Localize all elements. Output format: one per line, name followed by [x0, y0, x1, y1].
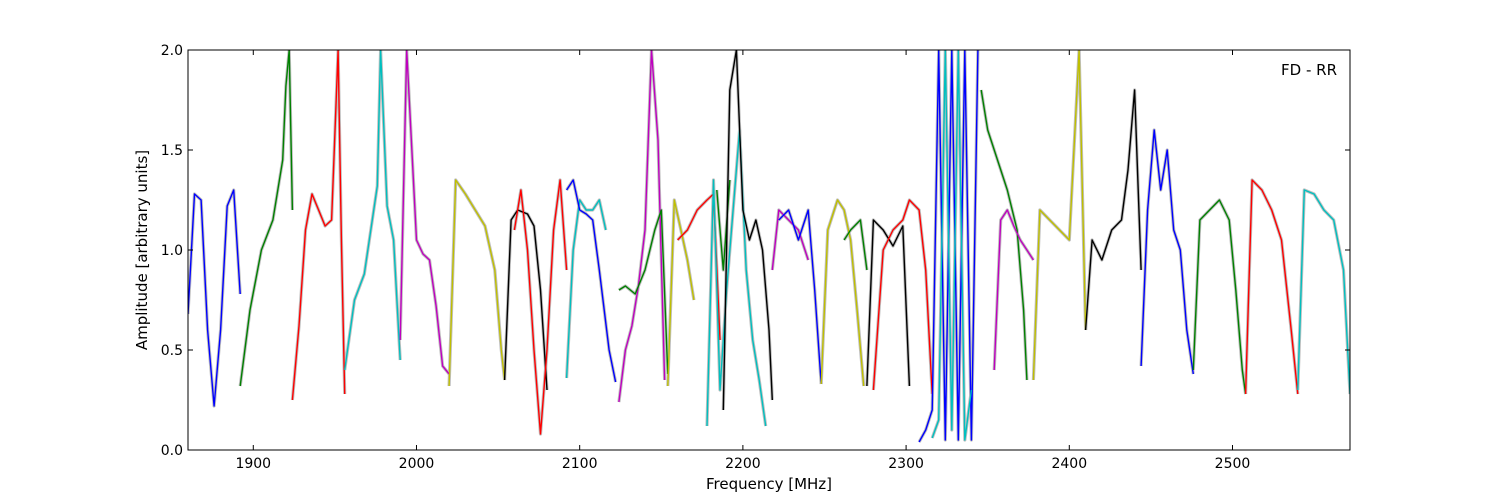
x-axis-label: Frequency [MHz]	[706, 475, 832, 493]
series-line-31	[1192, 199, 1247, 395]
series-layer	[188, 50, 1350, 443]
series-line-12	[618, 209, 669, 375]
series-line-30	[1140, 129, 1194, 375]
series-line-5	[399, 50, 450, 375]
x-axis: 1900 2000 2100 2200 2300 2400 2500	[235, 50, 1250, 472]
x-tick-label: 2200	[725, 456, 761, 472]
series-line-28	[1032, 50, 1087, 381]
series-line-13	[667, 199, 695, 387]
series-line-10	[566, 179, 617, 383]
series-line-33	[1297, 189, 1350, 395]
series-line-27	[993, 209, 1034, 371]
series-line-21	[843, 219, 868, 271]
series-line-18	[771, 209, 809, 271]
series-line-9	[565, 199, 607, 379]
series-line-1	[188, 189, 241, 407]
series-line-6	[448, 179, 506, 387]
x-tick-label: 2100	[562, 456, 598, 472]
series-line-8	[513, 179, 568, 435]
x-tick-label: 1900	[235, 456, 271, 472]
series-line-15	[706, 129, 767, 427]
series-line-23	[872, 199, 933, 395]
y-axis-label: Amplitude [arbitrary units]	[133, 150, 151, 350]
y-axis: 0.0 0.5 1.0 1.5 2.0	[161, 43, 1350, 459]
series-line-7	[503, 209, 548, 391]
series-line-3	[291, 50, 346, 401]
series-line-25	[931, 50, 973, 441]
series-line-29	[1084, 89, 1142, 331]
series-line-20	[820, 199, 865, 387]
series-line-26	[980, 89, 1028, 381]
y-tick-label: 0.5	[161, 343, 183, 359]
x-tick-label: 2400	[1051, 456, 1087, 472]
y-tick-label: 1.5	[161, 143, 183, 159]
y-tick-label: 1.0	[161, 243, 183, 259]
y-tick-label: 0.0	[161, 443, 183, 459]
series-line-17	[722, 50, 773, 411]
x-tick-label: 2000	[399, 456, 435, 472]
series-line-11	[618, 50, 666, 403]
annotation-label: FD - RR	[1281, 61, 1337, 79]
series-line-22	[866, 219, 911, 387]
x-tick-label: 2500	[1215, 456, 1251, 472]
series-line-2	[239, 50, 294, 387]
series-line-19	[778, 209, 822, 385]
series-line-32	[1244, 179, 1299, 395]
x-tick-label: 2300	[888, 456, 924, 472]
y-tick-label: 2.0	[161, 43, 183, 59]
series-line-4	[344, 50, 401, 371]
